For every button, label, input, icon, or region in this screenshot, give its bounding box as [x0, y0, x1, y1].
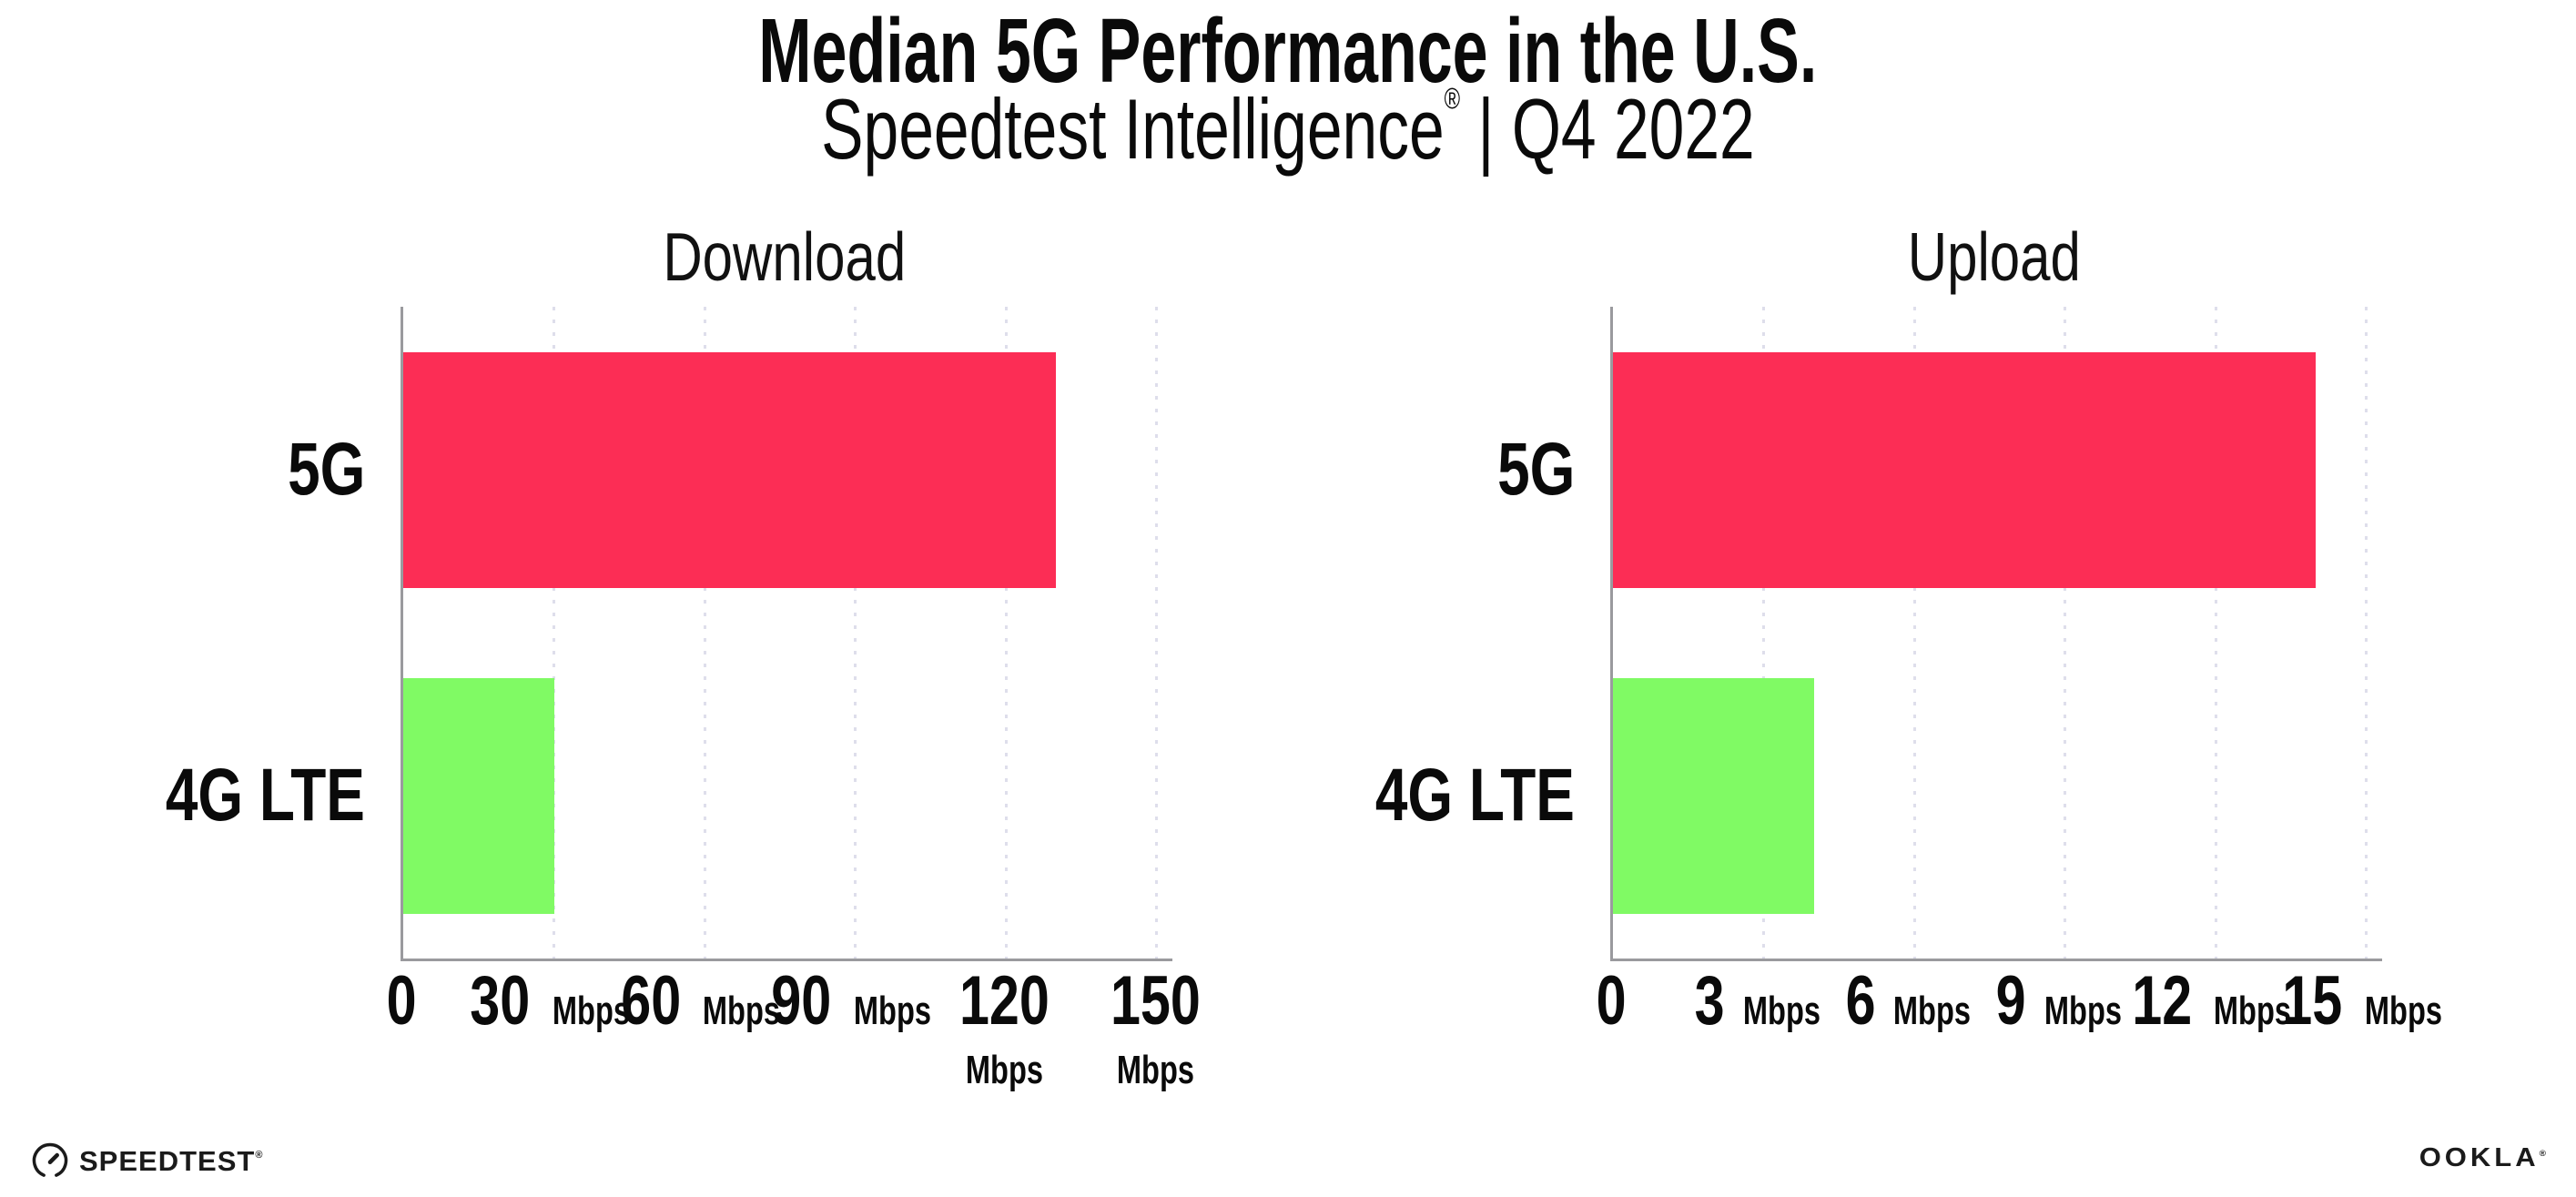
gridline-3: [1762, 307, 1765, 959]
bar-5g-upload: [1613, 351, 2317, 588]
x-tick-upload-12: 12 Mbps: [2115, 967, 2315, 1036]
speedtest-wordmark: SPEEDTEST®: [79, 1144, 263, 1177]
gridline-12: [2214, 307, 2217, 959]
x-tick-upload-9: 9 Mbps: [1963, 967, 2164, 1036]
bar-5g-download: [403, 351, 1057, 588]
category-label-5g: 5G: [287, 428, 365, 511]
tick-value: 150: [1110, 962, 1201, 1040]
tick-value: 3: [1695, 962, 1726, 1040]
tick-unit: Mbps: [965, 1048, 1044, 1092]
gridline-6: [1912, 307, 1916, 959]
tick-value: 30: [470, 962, 531, 1040]
subtitle-brand: Speedtest Intelligence: [821, 81, 1445, 177]
category-label-4g-lte: 4G LTE: [165, 754, 365, 837]
x-tick-download-150: 150Mbps: [1055, 967, 1255, 1090]
tick-unit: Mbps: [1116, 1048, 1194, 1092]
x-tick-download-60: 60 Mbps: [603, 967, 804, 1036]
chart-title-download: Download: [663, 218, 907, 295]
category-label-4g-lte: 4G LTE: [1374, 754, 1575, 837]
subtitle-period: | Q4 2022: [1460, 81, 1755, 177]
upload-plot-area: [1610, 307, 2382, 961]
tick-value: 12: [2132, 962, 2193, 1040]
tick-unit: Mbps: [2044, 989, 2122, 1033]
gridline-15: [2365, 307, 2368, 959]
speedtest-gauge-icon: [32, 1142, 68, 1177]
tick-unit: Mbps: [2364, 989, 2442, 1033]
tick-unit: Mbps: [1893, 989, 1972, 1033]
download-plot-area: [401, 307, 1172, 961]
gridline-30: [553, 307, 555, 959]
x-tick-download-120: 120Mbps: [905, 967, 1105, 1090]
ookla-registered-icon: ®: [2539, 1149, 2546, 1159]
x-tick-download-90: 90 Mbps: [754, 967, 954, 1036]
tick-unit: Mbps: [552, 989, 630, 1033]
tick-value: 60: [621, 962, 682, 1040]
tick-unit: Mbps: [853, 989, 931, 1033]
gridline-150: [1155, 307, 1158, 959]
tick-value: 15: [2282, 962, 2343, 1040]
category-label-5g: 5G: [1496, 428, 1575, 511]
tick-value: 0: [1597, 962, 1627, 1040]
gridline-120: [1004, 307, 1008, 959]
ookla-wordmark: OOKLA®: [2419, 1142, 2546, 1172]
tick-value: 90: [771, 962, 832, 1040]
tick-unit: Mbps: [2214, 989, 2292, 1033]
gridline-9: [2064, 307, 2066, 959]
x-tick-download-30: 30 Mbps: [452, 967, 653, 1036]
tick-value: 0: [387, 962, 417, 1040]
x-tick-upload-15: 15 Mbps: [2265, 967, 2465, 1036]
x-tick-upload-0: 0: [1512, 967, 1712, 1036]
chart-title-upload: Upload: [1908, 218, 2082, 295]
tick-unit: Mbps: [703, 989, 781, 1033]
registered-trademark-icon: ®: [1444, 82, 1461, 115]
page-title-text: Median 5G Performance in the U.S.: [758, 0, 1818, 102]
tick-value: 6: [1845, 962, 1876, 1040]
speedtest-registered-icon: ®: [255, 1149, 263, 1161]
tick-value: 120: [959, 962, 1050, 1040]
page-title: Median 5G Performance in the U.S.: [0, 4, 2576, 99]
tick-unit: Mbps: [1742, 989, 1820, 1033]
x-tick-upload-3: 3 Mbps: [1662, 967, 1862, 1036]
gridline-90: [854, 307, 857, 959]
x-tick-download-0: 0: [302, 967, 502, 1036]
page-subtitle: Speedtest Intelligence® | Q4 2022: [0, 81, 2576, 177]
bar-4g-lte-upload: [1613, 677, 1814, 914]
bar-4g-lte-download: [403, 677, 554, 914]
speedtest-logo: SPEEDTEST®: [31, 1141, 262, 1180]
x-tick-upload-6: 6 Mbps: [1813, 967, 2013, 1036]
gridline-60: [703, 307, 706, 959]
tick-value: 9: [1996, 962, 2027, 1040]
